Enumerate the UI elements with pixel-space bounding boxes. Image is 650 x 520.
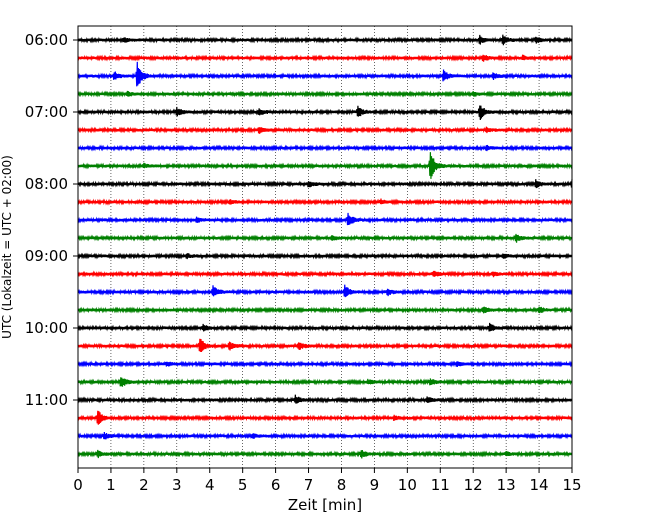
trace-row-18 (77, 360, 573, 368)
trace-row-16 (77, 322, 573, 332)
y-tick-label-4: 10:00 (25, 319, 68, 337)
trace-row-21 (77, 410, 573, 425)
x-tick-label-5: 5 (238, 476, 248, 494)
trace-row-19 (77, 377, 573, 387)
trace-row-13 (77, 270, 573, 278)
trace-row-22 (77, 431, 573, 440)
x-tick-label-10: 10 (398, 476, 417, 494)
x-tick-label-12: 12 (464, 476, 483, 494)
trace-row-17 (77, 338, 573, 353)
y-tick-label-2: 08:00 (25, 175, 68, 193)
trace-row-23 (77, 449, 573, 459)
y-axis-label: UTC (Lokalzeit = UTC + 02:00) (0, 155, 14, 339)
trace-row-1 (77, 54, 573, 62)
x-tick-label-15: 15 (562, 476, 581, 494)
trace-row-20 (77, 394, 573, 404)
trace-row-11 (77, 233, 573, 243)
x-axis: 0 1 2 3 4 5 6 7 8 9 10 11 12 13 14 15 (73, 468, 582, 494)
seismic-traces (77, 34, 573, 459)
x-axis-label: Zeit [min] (288, 496, 362, 514)
y-tick-label-1: 07:00 (25, 103, 68, 121)
x-tick-label-13: 13 (497, 476, 516, 494)
x-tick-label-8: 8 (337, 476, 347, 494)
plot-frame (77, 25, 573, 469)
x-tick-label-7: 7 (304, 476, 314, 494)
x-tick-label-0: 0 (73, 476, 83, 494)
trace-row-14 (77, 284, 573, 298)
y-tick-label-0: 06:00 (25, 31, 68, 49)
x-tick-label-4: 4 (205, 476, 215, 494)
x-tick-label-11: 11 (431, 476, 450, 494)
y-axis: 06:00 07:00 08:00 09:00 10:00 11:00 (25, 31, 78, 409)
trace-row-5 (77, 126, 573, 134)
trace-row-10 (77, 212, 573, 226)
trace-row-3 (77, 90, 573, 98)
trace-row-9 (77, 198, 573, 206)
trace-row-8 (77, 179, 573, 189)
trace-row-4 (77, 105, 573, 121)
x-tick-label-6: 6 (271, 476, 281, 494)
trace-row-6 (77, 144, 573, 152)
x-tick-label-9: 9 (370, 476, 380, 494)
trace-row-12 (77, 252, 573, 260)
trace-row-0 (77, 34, 573, 46)
x-tick-label-1: 1 (106, 476, 116, 494)
trace-row-15 (77, 306, 573, 314)
y-tick-label-5: 11:00 (25, 391, 68, 409)
x-tick-label-3: 3 (172, 476, 182, 494)
trace-row-2 (77, 61, 573, 87)
x-tick-label-14: 14 (530, 476, 549, 494)
trace-row-7 (77, 152, 573, 179)
y-tick-label-3: 09:00 (25, 247, 68, 265)
x-tick-label-2: 2 (139, 476, 149, 494)
